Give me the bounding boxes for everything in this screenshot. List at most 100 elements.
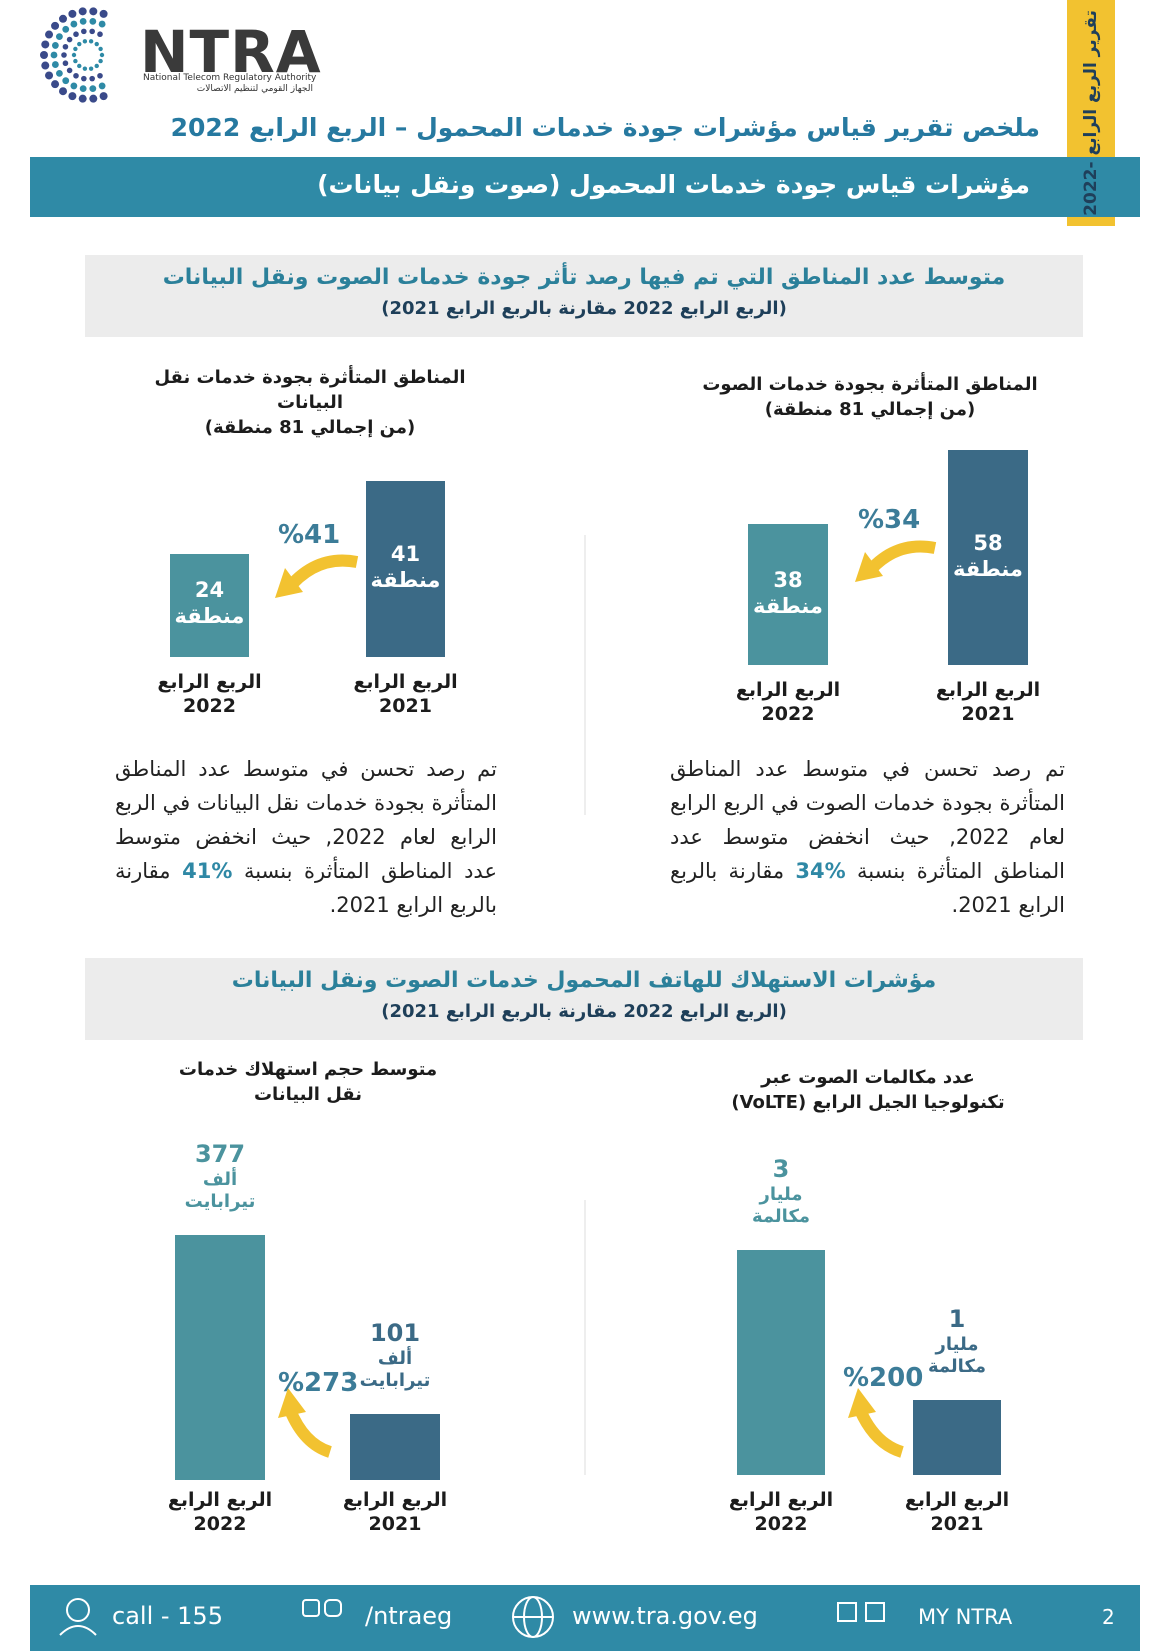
footer-app: MY NTRA <box>918 1605 1013 1629</box>
logo-dot <box>99 92 108 101</box>
logo-dot <box>41 61 50 70</box>
logo-dot <box>66 36 73 43</box>
note-text: مقارنة بالربع الرابع 2021. <box>670 859 1065 917</box>
bar <box>948 450 1028 665</box>
logo-dot <box>79 85 87 93</box>
chart-title: متوسط حجم استهلاك خدمات نقل البيانات <box>173 1057 443 1107</box>
year: 2022 <box>193 1513 247 1535</box>
section-subtitle: (الربع الرابع 2022 مقارنة بالربع الرابع … <box>381 1001 787 1022</box>
logo-dot <box>97 31 103 38</box>
change-label: %273 <box>278 1368 359 1398</box>
period: الربع الرابع <box>342 1489 448 1511</box>
chart-title: عدد مكالمات الصوت عبر تكنولوجيا الجيل الر… <box>708 1065 1028 1115</box>
arrow <box>854 1407 905 1458</box>
logo-en: National Telecom Regulatory Authority <box>143 73 317 83</box>
logo-dot <box>51 21 60 30</box>
logo-dot <box>66 67 73 74</box>
bar <box>350 1414 440 1480</box>
year: 2021 <box>961 703 1015 725</box>
period: الربع الرابع <box>904 1489 1010 1511</box>
logo-dot <box>51 80 60 89</box>
note-highlight: %34 <box>795 859 846 883</box>
footer-social: /ntraeg <box>365 1602 453 1630</box>
logo-dot <box>73 58 78 64</box>
banner-text: مؤشرات قياس جودة خدمات المحمول (صوت ونقل… <box>317 170 1030 199</box>
chart-title-line: عدد مكالمات الصوت عبر <box>761 1067 975 1088</box>
logo-dot <box>73 72 79 79</box>
side-tab-text: تقرير الربع الرابع -2022 <box>1081 10 1101 216</box>
bar-unit: منطقة <box>953 556 1023 581</box>
logo-dot <box>99 9 108 18</box>
logo-dot <box>59 87 68 96</box>
logo-dot <box>89 85 97 93</box>
period-label: الربع الرابع 2021 <box>341 670 471 718</box>
bar-unit: مليار <box>759 1184 803 1205</box>
logo-text: NTRA <box>140 18 322 86</box>
bar-label: 101 ألف تيرابايت <box>330 1318 460 1392</box>
logo-dot <box>82 39 88 44</box>
logo-dot <box>41 40 50 49</box>
bar-label: 41 منطقة <box>366 541 445 593</box>
logo-dot <box>45 71 54 80</box>
arrow <box>284 1407 333 1458</box>
section-title: متوسط عدد المناطق التي تم فيها رصد تأثر … <box>162 265 1006 290</box>
bar-value: 38 <box>773 567 803 592</box>
chart-title-line: متوسط حجم استهلاك خدمات نقل البيانات <box>178 1059 438 1105</box>
bar <box>175 1234 265 1480</box>
bar-label: 58 منطقة <box>948 530 1028 582</box>
logo-dot <box>94 41 99 47</box>
bar-value: 3 <box>772 1155 790 1183</box>
bar-value: 101 <box>369 1319 421 1348</box>
chart-title-line: المناطق المتأثرة بجودة خدمات نقل البيانا… <box>154 367 466 413</box>
logo-dot <box>89 75 95 82</box>
arrow-head <box>848 1388 876 1418</box>
logo-dot <box>81 28 87 35</box>
period: الربع الرابع <box>353 671 458 693</box>
logo-dot <box>98 58 103 64</box>
year: 2022 <box>183 695 236 717</box>
logo-dot <box>73 31 79 38</box>
page-number: 2 <box>1102 1605 1115 1629</box>
note: تم رصد تحسن في متوسط عدد المناطق المتأثر… <box>115 752 497 922</box>
chart-title-line: (من إجمالي 81 منطقة) <box>764 399 976 420</box>
logo-dot <box>62 25 70 33</box>
side-tab-box: تقرير الربع الرابع -2022 <box>1067 0 1115 226</box>
note: تم رصد تحسن في متوسط عدد المناطق المتأثر… <box>670 752 1065 922</box>
logo-dot <box>68 92 77 101</box>
period: الربع الرابع <box>935 679 1041 701</box>
note-text: تم رصد تحسن في متوسط عدد المناطق المتأثر… <box>670 757 1065 883</box>
bar-unit: منطقة <box>753 593 823 618</box>
bar-unit: تيرابايت <box>359 1370 431 1392</box>
logo-mark <box>40 7 108 103</box>
logo-dot <box>79 17 87 25</box>
logo-dot <box>97 72 103 79</box>
section-title: مؤشرات الاستهلاك للهاتف المحمول خدمات ال… <box>231 968 937 993</box>
logo-dot <box>89 17 97 25</box>
bar-unit: منطقة <box>174 604 245 629</box>
period: الربع الرابع <box>735 679 841 701</box>
bar <box>366 480 445 657</box>
period-label: الربع الرابع 2022 <box>716 1488 846 1536</box>
note-highlight: %41 <box>182 859 233 883</box>
section-box <box>85 958 1083 1040</box>
logo-dot <box>88 39 94 44</box>
logo-dot <box>98 20 106 28</box>
bar-unit: مكالمة <box>751 1206 811 1227</box>
logo-dot <box>70 82 78 90</box>
logo-dot <box>78 7 87 16</box>
bar <box>170 553 249 657</box>
period: الربع الرابع <box>728 1489 834 1511</box>
year: 2022 <box>754 1513 808 1535</box>
bar-label: 1 مليار مكالمة <box>893 1304 1021 1378</box>
chart-title-line: المناطق المتأثرة بجودة خدمات الصوت <box>702 374 1038 395</box>
bar <box>913 1400 1001 1475</box>
section-subtitle: (الربع الرابع 2022 مقارنة بالربع الرابع … <box>381 298 787 319</box>
logo-ar: الجهاز القومي لتنظيم الاتصالات <box>196 84 313 94</box>
period-label: الربع الرابع 2021 <box>330 1488 460 1536</box>
banner <box>30 157 1140 217</box>
period-label: الربع الرابع 2022 <box>145 670 275 718</box>
logo-dot <box>51 61 59 68</box>
chart-title: المناطق المتأثرة بجودة خدمات نقل البيانا… <box>140 365 480 440</box>
